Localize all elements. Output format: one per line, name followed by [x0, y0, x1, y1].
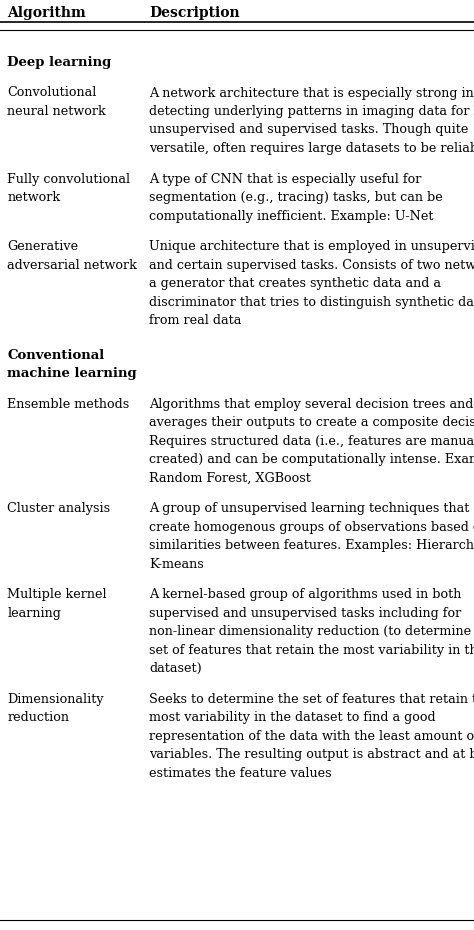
Text: learning: learning: [7, 606, 61, 619]
Text: Algorithm: Algorithm: [7, 6, 86, 20]
Text: segmentation (e.g., tracing) tasks, but can be: segmentation (e.g., tracing) tasks, but …: [149, 191, 443, 204]
Text: Multiple kernel: Multiple kernel: [7, 588, 107, 601]
Text: similarities between features. Examples: Hierarchical,: similarities between features. Examples:…: [149, 539, 474, 552]
Text: discriminator that tries to distinguish synthetic data: discriminator that tries to distinguish …: [149, 296, 474, 309]
Text: detecting underlying patterns in imaging data for both: detecting underlying patterns in imaging…: [149, 105, 474, 118]
Text: set of features that retain the most variability in the: set of features that retain the most var…: [149, 644, 474, 657]
Text: supervised and unsupervised tasks including for: supervised and unsupervised tasks includ…: [149, 606, 462, 619]
Text: Generative: Generative: [7, 240, 78, 253]
Text: a generator that creates synthetic data and a: a generator that creates synthetic data …: [149, 277, 441, 290]
Text: network: network: [7, 191, 60, 204]
Text: most variability in the dataset to find a good: most variability in the dataset to find …: [149, 711, 436, 724]
Text: computationally inefficient. Example: U-Net: computationally inefficient. Example: U-…: [149, 209, 434, 222]
Text: Algorithms that employ several decision trees and: Algorithms that employ several decision …: [149, 397, 474, 410]
Text: Fully convolutional: Fully convolutional: [7, 172, 130, 185]
Text: non-linear dimensionality reduction (to determine the: non-linear dimensionality reduction (to …: [149, 625, 474, 638]
Text: created) and can be computationally intense. Examples:: created) and can be computationally inte…: [149, 453, 474, 466]
Text: dataset): dataset): [149, 662, 202, 675]
Text: adversarial network: adversarial network: [7, 259, 137, 272]
Text: unsupervised and supervised tasks. Though quite: unsupervised and supervised tasks. Thoug…: [149, 124, 469, 137]
Text: from real data: from real data: [149, 314, 242, 327]
Text: estimates the feature values: estimates the feature values: [149, 766, 332, 779]
Text: Ensemble methods: Ensemble methods: [7, 397, 129, 410]
Text: neural network: neural network: [7, 105, 106, 118]
Text: Cluster analysis: Cluster analysis: [7, 502, 110, 515]
Text: Random Forest, XGBoost: Random Forest, XGBoost: [149, 472, 311, 485]
Text: Convolutional: Convolutional: [7, 86, 97, 100]
Text: A kernel-based group of algorithms used in both: A kernel-based group of algorithms used …: [149, 588, 462, 601]
Text: machine learning: machine learning: [7, 367, 137, 380]
Text: Seeks to determine the set of features that retain the: Seeks to determine the set of features t…: [149, 693, 474, 706]
Text: A group of unsupervised learning techniques that: A group of unsupervised learning techniq…: [149, 502, 470, 515]
Text: versatile, often requires large datasets to be reliable: versatile, often requires large datasets…: [149, 142, 474, 155]
Text: A network architecture that is especially strong in: A network architecture that is especiall…: [149, 86, 474, 100]
Text: K-means: K-means: [149, 557, 204, 570]
Text: reduction: reduction: [7, 711, 69, 724]
Text: Description: Description: [149, 6, 240, 20]
Text: A type of CNN that is especially useful for: A type of CNN that is especially useful …: [149, 172, 422, 185]
Text: Dimensionality: Dimensionality: [7, 693, 104, 706]
Text: variables. The resulting output is abstract and at best: variables. The resulting output is abstr…: [149, 748, 474, 761]
Text: Requires structured data (i.e., features are manually: Requires structured data (i.e., features…: [149, 434, 474, 447]
Text: Conventional: Conventional: [7, 349, 104, 362]
Text: and certain supervised tasks. Consists of two networks:: and certain supervised tasks. Consists o…: [149, 259, 474, 272]
Text: representation of the data with the least amount of: representation of the data with the leas…: [149, 729, 474, 742]
Text: Deep learning: Deep learning: [7, 56, 111, 69]
Text: averages their outputs to create a composite decision.: averages their outputs to create a compo…: [149, 416, 474, 429]
Text: Unique architecture that is employed in unsupervised: Unique architecture that is employed in …: [149, 240, 474, 253]
Text: create homogenous groups of observations based on: create homogenous groups of observations…: [149, 521, 474, 534]
